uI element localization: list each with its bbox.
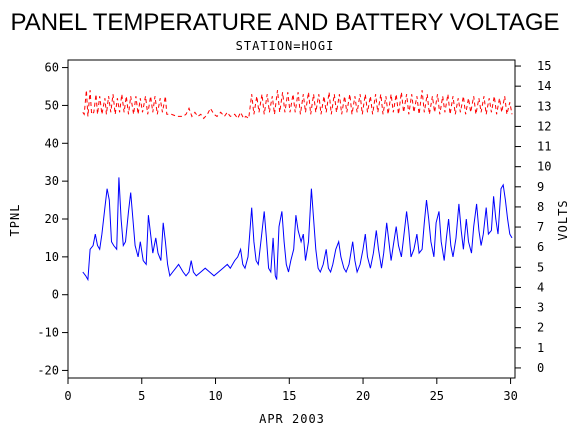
y-right-tick-label: 5 [537,260,544,274]
y-right-tick-label: 9 [537,180,544,194]
volts-series-line [82,90,513,120]
y-right-tick-label: 11 [537,140,551,154]
y-axis-right-label: VOLTS [556,199,570,240]
y-left-tick-label: 10 [45,250,59,264]
x-tick-label: 20 [356,389,370,403]
x-tick-label: 15 [282,389,296,403]
y-left-tick-label: 20 [45,212,59,226]
y-axis-left: -20 -10 0 10 20 30 40 50 60 [37,61,68,377]
chart-subtitle: STATION=HOGI [236,39,335,53]
y-left-tick-label: 50 [45,98,59,112]
y-axis-left-label: TPNL [8,204,22,237]
series-layer [82,90,513,282]
y-right-tick-label: 14 [537,79,551,93]
chart-title: PANEL TEMPERATURE AND BATTERY VOLTAGE [10,9,559,36]
y-right-tick-label: 0 [537,361,544,375]
y-right-tick-label: 1 [537,341,544,355]
y-right-tick-label: 8 [537,200,544,214]
plot-frame [67,59,516,379]
y-right-tick-label: 3 [537,301,544,315]
y-left-tick-label: 40 [45,136,59,150]
x-tick-label: 30 [503,389,517,403]
x-tick-label: 10 [208,389,222,403]
x-tick-label: 5 [138,389,145,403]
x-axis: 0 5 10 15 20 25 30 [64,378,518,403]
y-left-tick-label: 0 [52,288,59,302]
y-right-tick-label: 12 [537,119,551,133]
y-right-tick-label: 2 [537,321,544,335]
y-right-tick-label: 6 [537,240,544,254]
tpnl-series-line [82,177,513,282]
y-right-tick-label: 7 [537,220,544,234]
y-right-tick-label: 10 [537,160,551,174]
y-right-tick-label: 4 [537,280,544,294]
x-tick-label: 0 [64,389,71,403]
y-right-tick-label: 15 [537,59,551,73]
y-left-tick-label: 30 [45,174,59,188]
y-left-tick-label: -10 [37,326,59,340]
x-tick-label: 25 [430,389,444,403]
y-left-tick-label: -20 [37,363,59,377]
y-right-tick-label: 13 [537,99,551,113]
y-left-tick-label: 60 [45,61,59,75]
x-axis-label: APR 2003 [259,412,325,426]
